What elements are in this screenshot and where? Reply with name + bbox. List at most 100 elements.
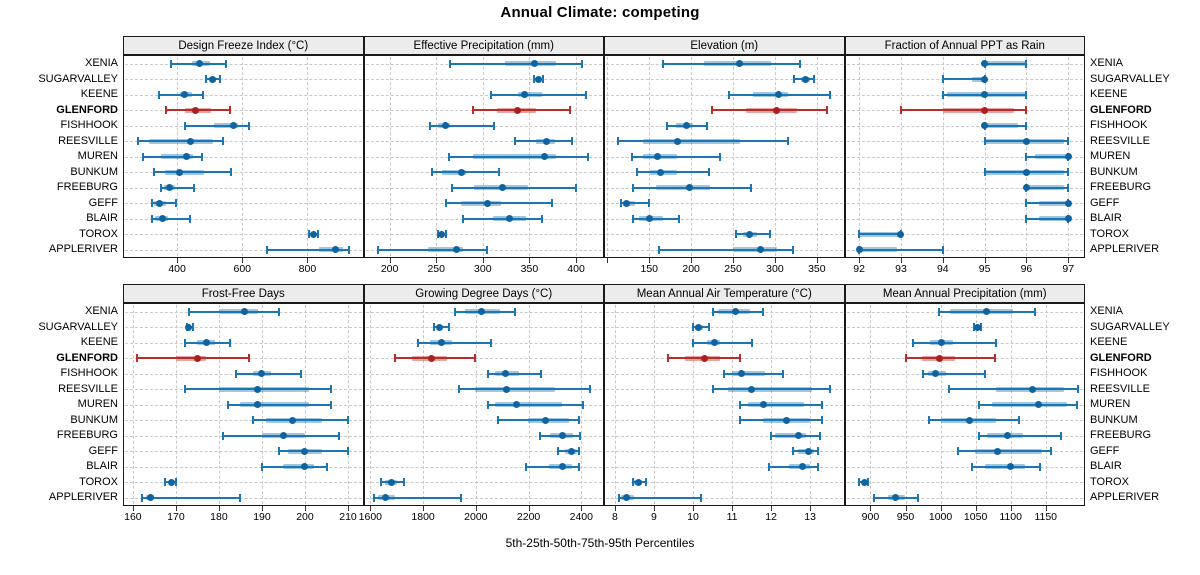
- row-label-left: FISHHOOK: [60, 367, 118, 379]
- axis-tick-label: 200: [682, 263, 700, 275]
- median-dot: [437, 339, 445, 346]
- iqr-band-25-75: [992, 402, 1067, 407]
- whisker-cap-95th: [979, 323, 982, 331]
- whisker-5-95: [449, 155, 589, 158]
- axis-tick-label: 600: [233, 263, 252, 275]
- iqr-band-25-75: [1038, 200, 1069, 206]
- whisker-5-95: [929, 419, 1020, 421]
- axis-tick: [529, 258, 531, 263]
- tick-gridline: [653, 305, 655, 504]
- row-label-right: GEFF: [1090, 196, 1120, 209]
- whisker-cap-95th: [192, 323, 195, 331]
- median-dot: [503, 385, 511, 393]
- row-label-left: GEFF: [88, 444, 118, 457]
- whisker-cap-95th: [200, 152, 203, 161]
- axis-tick: [475, 506, 477, 511]
- axis-tick-label: 8: [612, 511, 618, 523]
- whisker-cap-95th: [550, 199, 553, 207]
- median-dot: [301, 463, 309, 470]
- chart-title: Annual Climate: competing: [500, 4, 700, 21]
- whisker-5-95: [154, 171, 231, 173]
- median-dot: [804, 447, 812, 455]
- whisker-cap-5th: [453, 307, 456, 316]
- whisker-5-95: [236, 372, 301, 375]
- median-dot: [535, 75, 543, 83]
- median-dot: [773, 106, 781, 114]
- whisker-cap-5th: [791, 447, 794, 455]
- whisker-5-95: [459, 388, 590, 390]
- median-dot: [436, 323, 444, 331]
- whisker-5-95: [1026, 217, 1069, 220]
- row-label-right: KEENE: [1090, 336, 1128, 348]
- whisker-cap-95th: [189, 214, 192, 223]
- row-label-right: TOROX: [1090, 227, 1129, 240]
- whisker-5-95: [497, 419, 579, 421]
- axis-tick: [242, 258, 244, 263]
- row-label-right: BLAIR: [1090, 460, 1122, 472]
- whisker-cap-95th: [299, 369, 302, 378]
- axis-tick-label: 1100: [999, 511, 1022, 523]
- row-label-left: GEFF: [88, 196, 118, 209]
- whisker-cap-95th: [174, 478, 177, 486]
- panel-strip: Mean Annual Air Temperature (°C): [604, 284, 845, 303]
- median-dot: [182, 153, 190, 160]
- axis-tick-label: 1800: [411, 511, 435, 523]
- whisker-cap-5th: [938, 307, 941, 316]
- iqr-band-25-75: [643, 138, 740, 144]
- whisker-cap-5th: [377, 245, 380, 254]
- tick-gridline: [940, 305, 942, 504]
- whisker-cap-95th: [239, 493, 242, 502]
- tick-gridline: [370, 305, 372, 504]
- whisker-cap-95th: [316, 230, 319, 238]
- median-dot: [623, 494, 631, 501]
- axis-tick: [307, 258, 309, 263]
- iqr-band-25-75: [175, 355, 207, 361]
- median-dot: [254, 401, 262, 408]
- whisker-cap-5th: [416, 338, 419, 347]
- whisker-cap-5th: [617, 137, 620, 145]
- axis-tick-label: 1150: [1034, 511, 1058, 523]
- axis-tick-label: 95: [978, 263, 991, 275]
- row-label-left: SUGARVALLEY: [38, 72, 118, 85]
- whisker-5-95: [972, 465, 1041, 468]
- whisker-cap-5th: [449, 59, 452, 68]
- whisker-cap-5th: [136, 137, 139, 145]
- whisker-cap-5th: [379, 478, 382, 486]
- row-gridline: [606, 404, 843, 406]
- median-dot: [993, 447, 1001, 455]
- median-dot: [710, 339, 718, 346]
- axis-tick-label: 2400: [569, 511, 593, 523]
- row-label-right: REESVILLE: [1090, 134, 1150, 147]
- whisker-cap-95th: [221, 137, 224, 145]
- axis-tick: [1026, 258, 1028, 263]
- panel-strip: Fraction of Annual PPT as Rain: [844, 36, 1085, 55]
- row-label-left: GLENFORD: [56, 351, 118, 364]
- median-dot: [513, 106, 521, 114]
- median-dot: [855, 246, 863, 253]
- whisker-cap-95th: [329, 400, 332, 409]
- whisker-cap-95th: [278, 307, 281, 316]
- whisker-cap-5th: [187, 307, 190, 316]
- median-dot: [1064, 199, 1072, 207]
- whisker-cap-95th: [648, 199, 651, 207]
- axis-tick: [905, 506, 907, 511]
- axis-tick-label: 2200: [516, 511, 541, 523]
- row-gridline: [846, 203, 1083, 204]
- tick-gridline: [942, 57, 944, 256]
- median-dot: [1035, 401, 1043, 408]
- row-gridline: [606, 203, 843, 204]
- median-dot: [559, 432, 567, 439]
- whisker-cap-5th: [430, 168, 433, 176]
- whisker-cap-5th: [858, 230, 861, 238]
- whisker-cap-5th: [858, 478, 861, 486]
- row-gridline: [365, 373, 602, 375]
- whisker-5-95: [417, 341, 491, 344]
- median-dot: [732, 308, 740, 315]
- whisker-cap-5th: [711, 385, 714, 393]
- row-label-left: MUREN: [77, 398, 118, 410]
- whisker-5-95: [279, 450, 348, 452]
- row-label-left: GLENFORD: [56, 103, 118, 116]
- axis-tick-label: 93: [895, 263, 907, 275]
- iqr-band-25-75: [165, 169, 205, 175]
- row-label-left: BUNKUM: [70, 413, 118, 426]
